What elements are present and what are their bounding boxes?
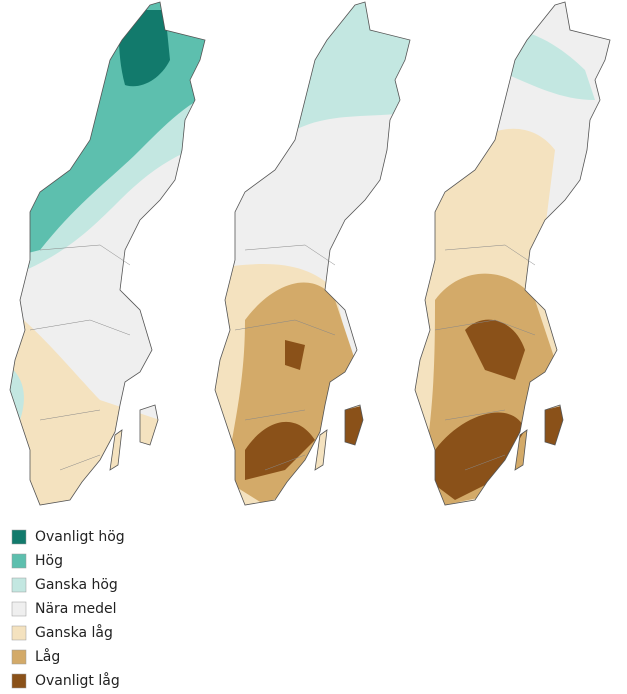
map-3	[414, 1, 611, 506]
map-1	[9, 1, 206, 506]
legend-swatch	[11, 649, 27, 665]
legend-label: Ganska hög	[35, 577, 118, 593]
region	[118, 10, 170, 87]
legend-label: Hög	[35, 553, 63, 569]
legend-swatch	[11, 625, 27, 641]
legend-swatch	[11, 529, 27, 545]
legend-swatch	[11, 673, 27, 689]
legend-label: Ovanligt låg	[35, 672, 120, 689]
legend-label: Ganska låg	[35, 624, 113, 641]
legend-label: Ovanligt hög	[35, 529, 125, 545]
region	[245, 340, 365, 480]
region	[435, 319, 565, 500]
legend-label: Nära medel	[35, 601, 116, 617]
region	[10, 360, 24, 420]
legend-label: Låg	[35, 648, 60, 665]
map-2	[214, 1, 411, 506]
legend: Ovanligt hög Hög Ganska hög Nära medel Gansk…	[11, 529, 125, 689]
legend-swatch	[11, 553, 27, 569]
legend-swatch	[11, 601, 27, 617]
legend-swatch	[11, 577, 27, 593]
maps	[9, 1, 611, 506]
